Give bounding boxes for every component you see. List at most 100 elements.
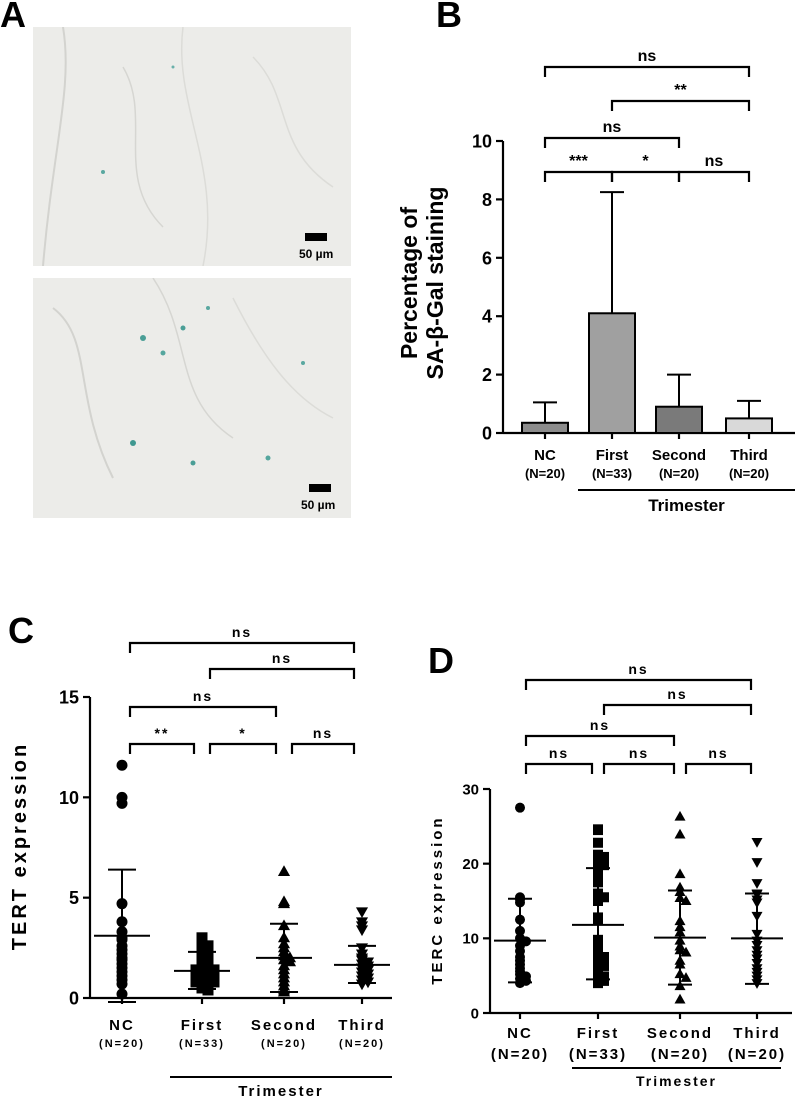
chart-c-significance-label: ns: [272, 650, 292, 666]
chart-d-group-n-label: (N=20): [491, 1046, 549, 1063]
chart-d-category-label: First: [577, 1025, 620, 1042]
chart-c-significance-bracket: [208, 742, 278, 754]
chart-d-significance-bracket: [684, 762, 753, 774]
chart-d-point-square: [599, 975, 609, 986]
chart-b-group-n-label: (N=20): [525, 466, 565, 481]
chart-b-category-label: Second: [652, 447, 706, 464]
chart-b-significance-label: ***: [569, 153, 588, 170]
chart-c-point-triangle-down: [355, 925, 369, 937]
chart-d-x-axis-label: Trimester: [636, 1073, 717, 1089]
chart-d-significance-label: ns: [708, 745, 728, 761]
chart-d-category-label: Second: [647, 1025, 713, 1042]
chart-b-bar: [655, 405, 703, 435]
chart-d-point-triangle-down: [751, 879, 763, 889]
chart-c-significance-bracket: [128, 742, 196, 754]
chart-c-point-square: [202, 944, 214, 956]
chart-b-bar: [725, 417, 773, 434]
chart-b-y-tick-label: 8: [482, 190, 492, 210]
chart-c-category-label: First: [181, 1017, 224, 1034]
chart-b-x-axis-label: Trimester: [648, 496, 725, 515]
chart-d-y-tick-label: 30: [462, 781, 479, 798]
chart-d-point-triangle-down: [751, 858, 763, 868]
scale-label-top: 50 µm: [299, 247, 334, 261]
chart-b-y-tick-label: 0: [482, 423, 492, 443]
chart-c-y-axis-label-group: TERT expression: [9, 742, 31, 950]
chart-d-category-label: Third: [733, 1025, 781, 1042]
chart-b-bar: [588, 312, 636, 434]
chart-b-significance-label: *: [642, 153, 649, 170]
chart-c-point-square: [202, 984, 214, 996]
chart-b-category-label: Third: [730, 447, 768, 464]
chart-c-point-circle: [116, 759, 128, 771]
scale-label-bottom: 50 µm: [301, 498, 336, 512]
micrograph-bottom-texture: [52, 278, 334, 479]
chart-d-point-triangle-up: [680, 895, 692, 905]
chart-c-point-triangle-up: [277, 865, 291, 876]
chart-c-y-axis-label: TERT expression: [9, 742, 31, 950]
chart-c-point-square: [190, 976, 202, 988]
chart-b-y-axis-label-group: Percentage of SA-β-Gal staining: [396, 187, 448, 380]
chart-b-significance-bracket: [543, 136, 681, 148]
chart-d-y-tick-label: 0: [471, 1005, 479, 1022]
chart-c-group-n-label: (N=20): [339, 1038, 385, 1050]
chart-c-point-triangle-down: [355, 907, 369, 919]
chart-d-point-square: [593, 837, 603, 848]
chart-d-point-square: [593, 978, 603, 989]
micrograph-top: 50 µm: [33, 27, 351, 266]
chart-d-point-circle: [515, 802, 525, 813]
chart-d-significance-label: ns: [590, 717, 610, 733]
panel-letter-d: D: [428, 640, 454, 681]
chart-c-y-tick-label: 10: [59, 788, 79, 808]
chart-b-group-n-label: (N=20): [729, 466, 769, 481]
chart-d-significance-bracket: [602, 762, 676, 774]
chart-d-y-axis-label: TERC expression: [429, 815, 446, 984]
chart-c-point-square: [202, 974, 214, 986]
chart-b-significance-bracket: [610, 99, 751, 111]
panel-letter-b: B: [436, 0, 462, 35]
chart-c-point-circle: [116, 797, 128, 809]
chart-c-significance-label: *: [239, 725, 246, 741]
chart-b-y-tick-label: 4: [482, 307, 492, 327]
chart-b-significance-label: **: [674, 82, 687, 99]
scale-bar-bottom: [309, 484, 331, 492]
chart-d-point-triangle-up: [674, 868, 686, 879]
chart-b-group-n-label: (N=33): [592, 466, 632, 481]
chart-c-point-triangle-up: [283, 955, 297, 967]
chart-d-point-triangle-down: [751, 838, 763, 848]
chart-d-category-label: NC: [507, 1025, 533, 1042]
chart-d-y-tick-label: 10: [462, 931, 479, 948]
chart-b-significance-label: ns: [603, 119, 622, 136]
chart-c-significance-label: ns: [193, 688, 213, 704]
chart-c-category-label: Second: [251, 1017, 317, 1034]
chart-c-group-n-label: (N=33): [179, 1038, 225, 1050]
chart-b-group-n-label: (N=20): [659, 466, 699, 481]
chart-d-point-triangle-up: [674, 810, 686, 821]
chart-b-y-tick-label: 2: [482, 365, 492, 385]
chart-c-category-label: NC: [109, 1017, 135, 1034]
chart-c-group-n-label: (N=20): [99, 1038, 145, 1050]
chart-d-significance-label: ns: [549, 745, 569, 761]
chart-c-significance-bracket: [128, 705, 278, 717]
chart-d-point-triangle-up: [680, 972, 692, 982]
chart-d-significance-bracket: [524, 678, 753, 690]
micrograph-top-texture: [42, 27, 334, 266]
chart-b-significance-label: ns: [638, 48, 657, 65]
panel-letter-a: A: [0, 0, 26, 35]
chart-c-group-n-label: (N=20): [261, 1038, 307, 1050]
chart-c-significance-bracket: [128, 641, 356, 653]
chart-d-y-axis-label-group: TERC expression: [429, 815, 446, 984]
chart-b-significance-label: ns: [705, 153, 724, 170]
chart-d-group-n-label: (N=33): [569, 1046, 627, 1063]
chart-d-group-n-label: (N=20): [651, 1046, 709, 1063]
chart-d-significance-label: ns: [628, 661, 648, 677]
chart-d-point-triangle-up: [680, 946, 692, 957]
chart-b-bar: [521, 421, 569, 434]
scale-bar-top: [305, 233, 327, 241]
chart-d-point-square: [593, 858, 603, 869]
chart-b-significance-bracket: [677, 170, 751, 182]
chart-d-significance-bracket: [524, 762, 594, 774]
chart-d-point-triangle-up: [674, 993, 686, 1004]
